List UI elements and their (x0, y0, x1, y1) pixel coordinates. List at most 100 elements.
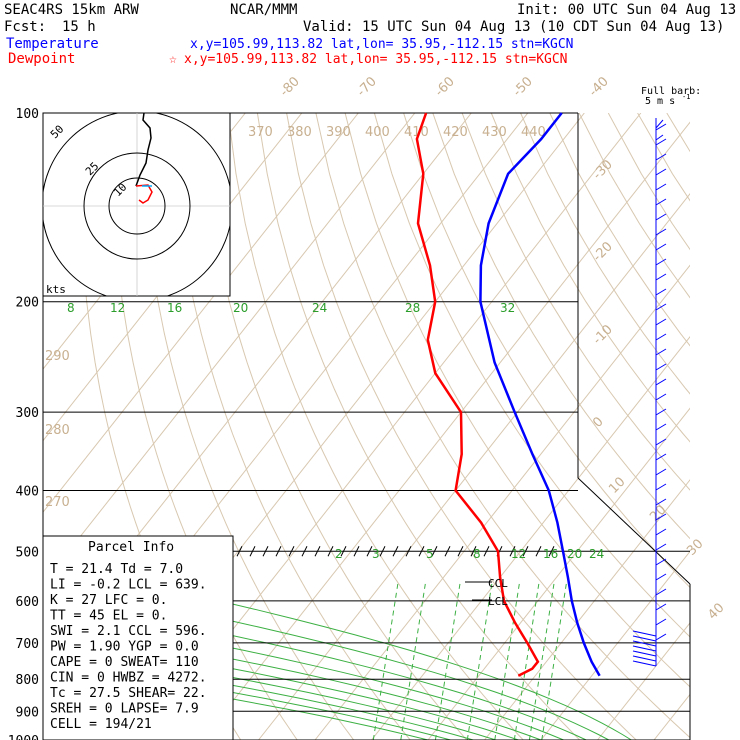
wind-barb (632, 655, 657, 662)
wind-barb (655, 603, 667, 611)
theta-label: 430 (482, 125, 507, 140)
ccl-marker-label: CCL (488, 577, 508, 590)
wind-barb (632, 660, 657, 667)
moist-adiabat-line (43, 634, 519, 740)
dry-adiabat-line (637, 113, 690, 202)
temperature-profile (479, 112, 601, 677)
pressure-labels: 100 200 300 400 500 600 700 800 900 1000 (8, 107, 39, 740)
hodograph-units: kts (46, 283, 66, 296)
dry-adiabat-line (169, 113, 411, 740)
dry-adiabat-line (696, 113, 740, 740)
full-barb-exponent: -1 (682, 93, 690, 101)
isotherm-line (314, 264, 690, 740)
moist-adiabat-line (43, 644, 496, 740)
mixing-ratio-label: 24 (312, 301, 327, 315)
hatch-mark (301, 546, 308, 557)
mixing-ratio-label: 12 (511, 547, 526, 561)
wind-barb (655, 119, 664, 129)
hatch-mark (353, 546, 360, 557)
parcel-info-row: CIN = 0 HWBZ = 4272. (50, 671, 207, 686)
isotherm-line (258, 192, 690, 740)
pressure-label: 300 (16, 406, 39, 421)
isotherm-line (43, 113, 359, 513)
hatch-mark (405, 546, 412, 557)
wind-barb (655, 318, 667, 326)
dry-adiabat-line (520, 113, 690, 395)
temperature-tick-label: 10 (606, 475, 628, 497)
moist-adiabat-line (43, 668, 429, 740)
pressure-label: 400 (16, 484, 39, 499)
pressure-label: 100 (16, 107, 39, 122)
profiles (415, 112, 601, 677)
theta-label: 440 (521, 125, 546, 140)
theta-label: 380 (287, 125, 312, 140)
temperature-tick-label: 40 (705, 601, 727, 623)
moist-adiabat-line (43, 624, 542, 740)
theta-label: 370 (248, 125, 273, 140)
wind-barb (655, 134, 664, 141)
temperature-tick-label: 0 (590, 414, 606, 430)
wind-barbs (632, 118, 667, 667)
hodograph: 50 25 10 kts (42, 112, 231, 297)
temperature-tick-label: -80 (277, 74, 303, 100)
header: SEAC4RS 15km ARW NCAR/MMM Init: 00 UTC S… (4, 2, 736, 107)
theta-label: 400 (365, 125, 390, 140)
temperature-tick-label: 20 (647, 503, 669, 525)
isotherm-line (43, 113, 416, 585)
hodograph-trace-red (135, 184, 153, 204)
hatch-mark (509, 546, 516, 557)
mixing-ratio-label: 20 (567, 547, 582, 561)
pressure-label: 200 (16, 296, 39, 311)
wind-barb (655, 348, 667, 356)
parcel-info-row: CAPE = 0 SWEAT= 110 (50, 655, 199, 670)
hatch-mark (522, 546, 529, 557)
pressure-label: 500 (16, 545, 39, 560)
parcel-level-markers: CCL LCL (465, 577, 508, 608)
temperature-tick-label: 30 (684, 537, 706, 559)
moist-adiabat-line (43, 660, 451, 740)
isotherm-line (711, 113, 740, 740)
hatch-mark (548, 546, 555, 557)
hatch-mark (314, 546, 321, 557)
valid-time: Valid: 15 UTC Sun 04 Aug 13 (10 CDT Sun … (303, 19, 724, 35)
isotherm-line (653, 693, 690, 740)
theta-label: 280 (45, 423, 70, 438)
theta-label: 420 (443, 125, 468, 140)
mixing-ratio-label: 32 (500, 301, 515, 315)
wind-barb (655, 513, 667, 521)
hatch-mark (275, 546, 282, 557)
wind-barb (655, 123, 667, 131)
isotherm-line (371, 336, 690, 740)
mixing-ratio-line (513, 582, 540, 740)
hatch-mark (418, 546, 425, 557)
hatch-mark (340, 546, 347, 557)
parcel-info-row: TT = 45 EL = 0. (50, 609, 167, 624)
mixing-ratio-line (434, 582, 461, 740)
moist-adiabat-line (43, 611, 564, 740)
hatch-mark (457, 546, 464, 557)
dry-adiabat-line (256, 113, 581, 740)
hatch-mark (379, 546, 386, 557)
wind-barb (655, 333, 667, 341)
wind-barb (655, 273, 667, 281)
wind-barb (655, 393, 667, 401)
dry-adiabat-line (490, 113, 690, 443)
star-icon: ☆ (169, 52, 177, 67)
wind-barb (655, 543, 667, 551)
fcst-value: 15 h (62, 19, 96, 35)
mixing-ratio-label: 20 (233, 301, 248, 315)
mixing-ratio-label: 16 (543, 547, 558, 561)
dewpoint-profile (415, 112, 540, 677)
wind-barb (632, 635, 657, 642)
parcel-info-row: CELL = 194/21 (50, 717, 152, 732)
lcl-marker-label: LCL (488, 595, 508, 608)
mixing-ratio-label: 8 (473, 547, 481, 561)
isotherm-line (427, 407, 690, 740)
wind-barb (655, 588, 667, 596)
wind-barb (655, 498, 667, 506)
wind-barb (655, 258, 667, 266)
wind-barb (655, 138, 667, 146)
wind-barb (655, 468, 667, 476)
temperature-tick-label: -10 (590, 322, 616, 348)
